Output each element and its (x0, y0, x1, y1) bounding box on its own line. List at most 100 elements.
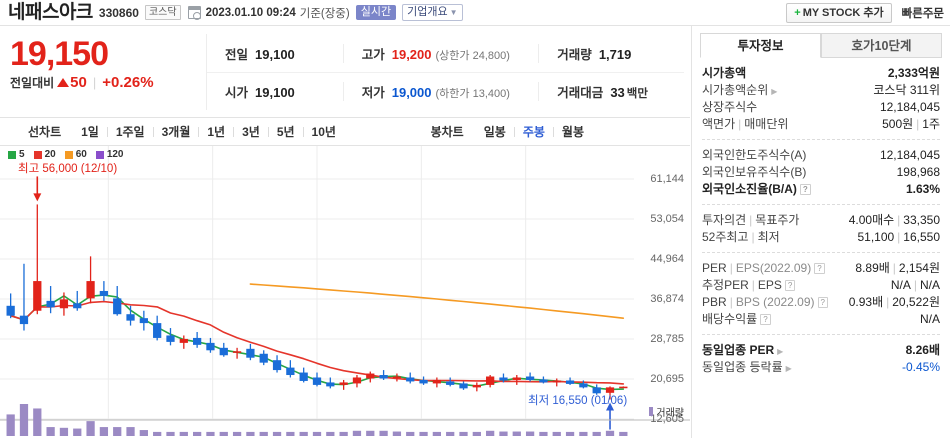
help-icon[interactable]: ? (817, 297, 828, 308)
range-1y[interactable]: 1년 (207, 125, 226, 139)
fast-order-link[interactable]: 빠른주문 (901, 7, 944, 20)
row-estimated-per-eps: 추정PER | EPS? N/A | N/A (702, 276, 940, 293)
quote-row: 전일 19,100 고가 19,200 (상한가 24,800) 거래량 1,7… (207, 34, 684, 72)
range-3y[interactable]: 3년 (242, 125, 260, 139)
realtime-badge[interactable]: 실시간 (355, 5, 397, 20)
range-1d[interactable]: 1일 (81, 125, 99, 139)
ma-color-swatch-60 (64, 150, 73, 159)
candle-monthly[interactable]: 월봉 (561, 125, 584, 139)
row-foreign-held-shares: 외국인보유주식수(B) 198,968 (702, 163, 940, 180)
dividend-yield-label: 배당수익률? (702, 310, 771, 327)
ma-legend-label-5: 5 (19, 149, 25, 160)
row-industry-change[interactable]: 동일업종 등락률 ▶ -0.45% (702, 358, 940, 375)
quote-table: 전일 19,100 고가 19,200 (상한가 24,800) 거래량 1,7… (206, 34, 684, 110)
candle-weekly[interactable]: 주봉 (522, 125, 545, 139)
open-price-cell: 시가 19,100 (207, 82, 343, 101)
foreign-ownership-group: 외국인한도주식수(A) 12,184,045 외국인보유주식수(B) 198,9… (702, 146, 940, 197)
ma-legend-item-120: 120 (95, 149, 124, 160)
open-price-value: 19,100 (255, 85, 295, 100)
calendar-clock-icon[interactable] (187, 6, 201, 20)
ma-legend-label-60: 60 (75, 149, 87, 160)
range-10y[interactable]: 10년 (311, 125, 336, 139)
line-chart-label: 선차트 (28, 125, 62, 139)
chevron-down-icon: ▼ (449, 8, 458, 17)
volume-label: 거래량 (557, 47, 592, 62)
row-per-eps: PER | EPS(2022.09)? 8.89배 | 2,154원 (702, 259, 940, 276)
quote-row: 시가 19,100 저가 19,000 (하한가 13,400) 거래대금 33… (207, 72, 684, 110)
ma-legend-label-120: 120 (106, 149, 124, 160)
change-label: 전일대비 (10, 76, 55, 90)
axis-tick: 44,964 (650, 253, 684, 265)
candle-chart-label: 봉차트 (430, 125, 464, 139)
foreign-held-shares-value: 198,968 (896, 165, 940, 179)
foreign-limit-shares-label: 외국인한도주식수(A) (702, 148, 807, 162)
per-eps-label: PER | EPS(2022.09)? (702, 261, 825, 275)
axis-tick: 12,605 (650, 413, 684, 425)
add-my-stock-label: MY STOCK 추가 (802, 6, 884, 19)
low-price-value: 19,000 (391, 85, 432, 100)
help-icon[interactable]: ? (760, 314, 771, 325)
triangle-up-icon (57, 78, 70, 87)
market-cap-group: 시가총액 2,333억원 시가총액순위 ▶ 코스닥 311위 상장주식수 12,1… (702, 64, 940, 132)
low-price-label: 저가 (361, 86, 385, 100)
axis-tick: 36,874 (650, 293, 684, 305)
row-listed-shares: 상장주식수 12,184,045 (702, 98, 940, 115)
industry-group: 동일업종 PER ▶ 8.26배 동일업종 등락률 ▶ -0.45% (702, 341, 940, 375)
pbr-bps-value: 0.93배 | 20,522원 (848, 295, 940, 309)
divider (513, 126, 515, 137)
range-3m[interactable]: 3개월 (161, 125, 191, 139)
row-market-cap-rank[interactable]: 시가총액순위 ▶ 코스닥 311위 (702, 81, 940, 98)
par-value-label: 액면가 | 매매단위 (702, 117, 789, 131)
ma-legend-item-60: 60 (64, 149, 87, 160)
volume-color-swatch (649, 407, 654, 416)
volume-value: 1,719 (598, 46, 632, 62)
axis-tick: 28,785 (650, 333, 684, 345)
axis-tick: 20,695 (650, 373, 684, 385)
lower-limit-value: (하한가 13,400) (435, 88, 510, 100)
divider (267, 126, 269, 137)
turnover-cell: 거래대금 33 백만 (538, 82, 684, 101)
listed-shares-label: 상장주식수 (702, 100, 758, 114)
candle-daily[interactable]: 일봉 (483, 125, 506, 139)
help-icon[interactable]: ? (799, 184, 811, 195)
help-icon[interactable]: ? (814, 263, 825, 274)
help-icon[interactable]: ? (784, 280, 796, 291)
investment-opinion-label: 투자의견 | 목표주가 (702, 213, 800, 227)
investment-opinion-value: 4.00매수 | 33,350 (848, 213, 940, 227)
divider (233, 126, 235, 137)
row-pbr-bps: PBR | BPS (2022.09)? 0.93배 | 20,522원 (702, 293, 940, 310)
industry-change-value: -0.45% (901, 360, 940, 374)
estimated-per-eps-label: 추정PER | EPS? (702, 276, 796, 293)
range-5y[interactable]: 5년 (276, 125, 295, 139)
tab-order-book[interactable]: 호가10단계 (821, 33, 942, 58)
52week-range-value: 51,100 | 16,550 (857, 230, 940, 244)
chart-canvas[interactable] (0, 146, 690, 438)
add-my-stock-button[interactable]: + MY STOCK 추가 (786, 2, 892, 23)
divider: | (92, 75, 97, 90)
industry-per-label: 동일업종 PER ▶ (702, 343, 784, 357)
tab-investment-info[interactable]: 투자정보 (700, 33, 821, 58)
range-1w[interactable]: 1주일 (115, 125, 145, 139)
low-annotation-label: 최저 16,550 (01/06) (528, 395, 628, 407)
volume-legend-label: 거래량 (656, 408, 684, 419)
current-price: 19,150 (10, 35, 109, 73)
ma-color-swatch-20 (33, 150, 42, 159)
chevron-right-icon: ▶ (777, 347, 784, 356)
quote-timestamp: 2023.01.10 09:24 (205, 6, 296, 19)
market-cap-label: 시가총액 (702, 66, 747, 80)
price-change-block: 전일대비 50 | +0.26% (10, 74, 154, 91)
chevron-right-icon: ▶ (785, 364, 792, 373)
stock-chart[interactable]: 5 20 60 120 최고 56,000 (12/10) 최저 16,550 … (0, 146, 690, 438)
company-overview-button[interactable]: 기업개요 ▼ (402, 4, 463, 21)
prev-close-label: 전일 (225, 47, 249, 62)
foreign-held-shares-label: 외국인보유주식수(B) (702, 165, 807, 179)
industry-change-label: 동일업종 등락률 ▶ (702, 360, 792, 374)
ma-legend-label-20: 20 (44, 149, 56, 160)
company-name: 네패스아크 (8, 2, 93, 23)
row-industry-per[interactable]: 동일업종 PER ▶ 8.26배 (702, 341, 940, 358)
estimated-per-eps-value: N/A | N/A (890, 278, 940, 292)
prev-close-value: 19,100 (255, 46, 295, 62)
divider (106, 126, 108, 137)
divider (152, 126, 154, 137)
prev-close-cell: 전일 19,100 (207, 44, 343, 63)
